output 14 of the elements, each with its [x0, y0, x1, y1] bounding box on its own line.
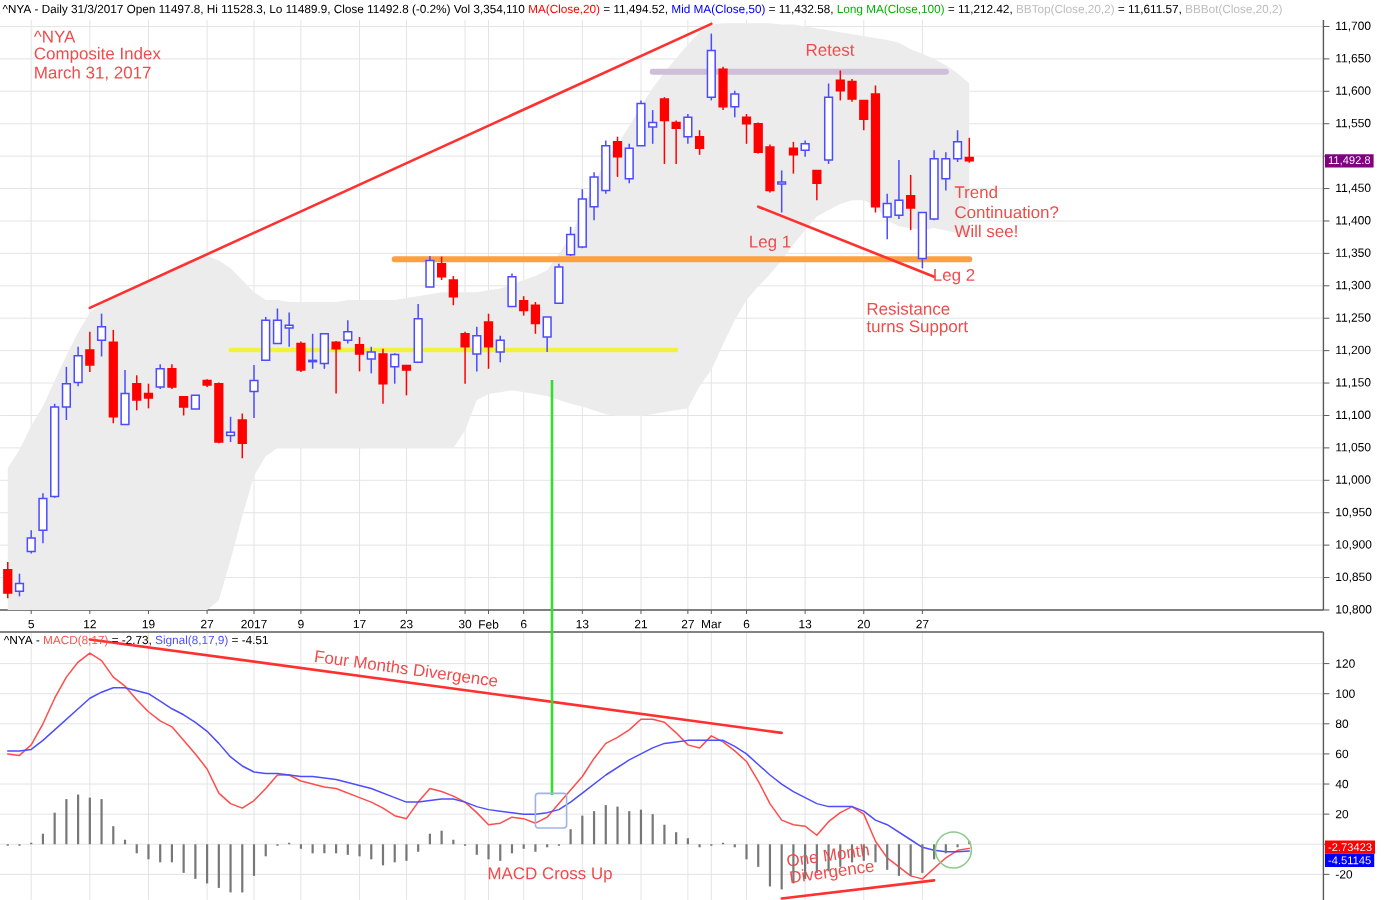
annotation: Leg 2	[934, 268, 975, 285]
annotation: Leg 1	[750, 235, 791, 251]
annotation: Continuation?	[955, 205, 1059, 219]
annotation: Divergence	[789, 862, 874, 884]
annotation: Resistance	[867, 302, 950, 315]
text: Composite Index	[34, 47, 161, 63]
annotation: Four Months Divergence	[314, 650, 498, 687]
annotation: turns Support	[866, 320, 968, 336]
annotation: March 31, 2017	[35, 66, 151, 81]
chart-title: ^NYA	[33, 30, 76, 43]
annotation: Retest	[806, 44, 855, 56]
annotation: MACD Cross Up	[488, 867, 612, 883]
annotation: Will see!	[954, 224, 1017, 238]
annotation: Trend	[954, 185, 997, 199]
